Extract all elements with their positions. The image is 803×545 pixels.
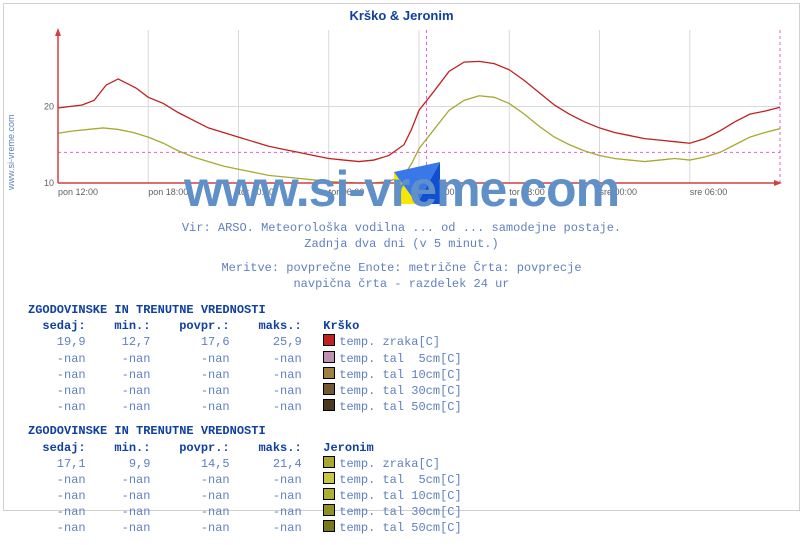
legend-swatch — [323, 399, 335, 411]
source-link[interactable]: www.si-vreme.com — [6, 114, 16, 190]
svg-text:pon 18:00: pon 18:00 — [148, 187, 188, 197]
legend-swatch — [323, 383, 335, 395]
legend-swatch — [323, 334, 335, 346]
legend-swatch — [323, 351, 335, 363]
table-row: -nan -nan -nan -nan temp. tal 5cm[C] — [28, 351, 462, 367]
legend-swatch — [323, 520, 335, 532]
table-header-row: sedaj: min.: povpr.: maks.: Krško — [28, 318, 462, 334]
table-row: -nan -nan -nan -nan temp. tal 50cm[C] — [28, 399, 462, 415]
table-row: -nan -nan -nan -nan temp. tal 30cm[C] — [28, 504, 462, 520]
table-row: 19,9 12,7 17,6 25,9 temp. zraka[C] — [28, 334, 462, 350]
table-row: -nan -nan -nan -nan temp. tal 10cm[C] — [28, 367, 462, 383]
svg-text:sre 00:00: sre 00:00 — [600, 187, 638, 197]
table-row: -nan -nan -nan -nan temp. tal 5cm[C] — [28, 472, 462, 488]
table-row: -nan -nan -nan -nan temp. tal 10cm[C] — [28, 488, 462, 504]
svg-text:20: 20 — [44, 102, 54, 112]
info-line-4: navpična črta - razdelek 24 ur — [0, 276, 803, 292]
info-line-2: Zadnja dva dni (v 5 minut.) — [0, 236, 803, 252]
legend-swatch — [323, 367, 335, 379]
table-row: 17,1 9,9 14,5 21,4 temp. zraka[C] — [28, 456, 462, 472]
info-line-1: Vir: ARSO. Meteorološka vodilna ... od .… — [0, 220, 803, 236]
table-title: ZGODOVINSKE IN TRENUTNE VREDNOSTI — [28, 302, 462, 318]
table-row: -nan -nan -nan -nan temp. tal 30cm[C] — [28, 383, 462, 399]
legend-swatch — [323, 456, 335, 468]
svg-text:pon 12:00: pon 12:00 — [58, 187, 98, 197]
info-line-3: Meritve: povprečne Enote: metrične Črta:… — [0, 260, 803, 276]
table-row: -nan -nan -nan -nan temp. tal 50cm[C] — [28, 520, 462, 536]
svg-text:tor 18:00: tor 18:00 — [509, 187, 545, 197]
legend-swatch — [323, 504, 335, 516]
legend-swatch — [323, 472, 335, 484]
svg-text:tor 06:00: tor 06:00 — [329, 187, 365, 197]
chart-title: Krško & Jeronim — [0, 8, 803, 23]
svg-text:sre 06:00: sre 06:00 — [690, 187, 728, 197]
table-title: ZGODOVINSKE IN TRENUTNE VREDNOSTI — [28, 423, 462, 439]
svg-text:10: 10 — [44, 178, 54, 188]
svg-text:tor 00:00: tor 00:00 — [239, 187, 275, 197]
line-chart: 10 20 pon 12:00 pon 18:00 tor 00:00 tor 06:00… — [40, 26, 788, 201]
data-tables: ZGODOVINSKE IN TRENUTNE VREDNOSTI sedaj:… — [28, 302, 462, 545]
legend-swatch — [323, 488, 335, 500]
svg-text:tor 12:00: tor 12:00 — [419, 187, 455, 197]
table-header-row: sedaj: min.: povpr.: maks.: Jeronim — [28, 440, 462, 456]
